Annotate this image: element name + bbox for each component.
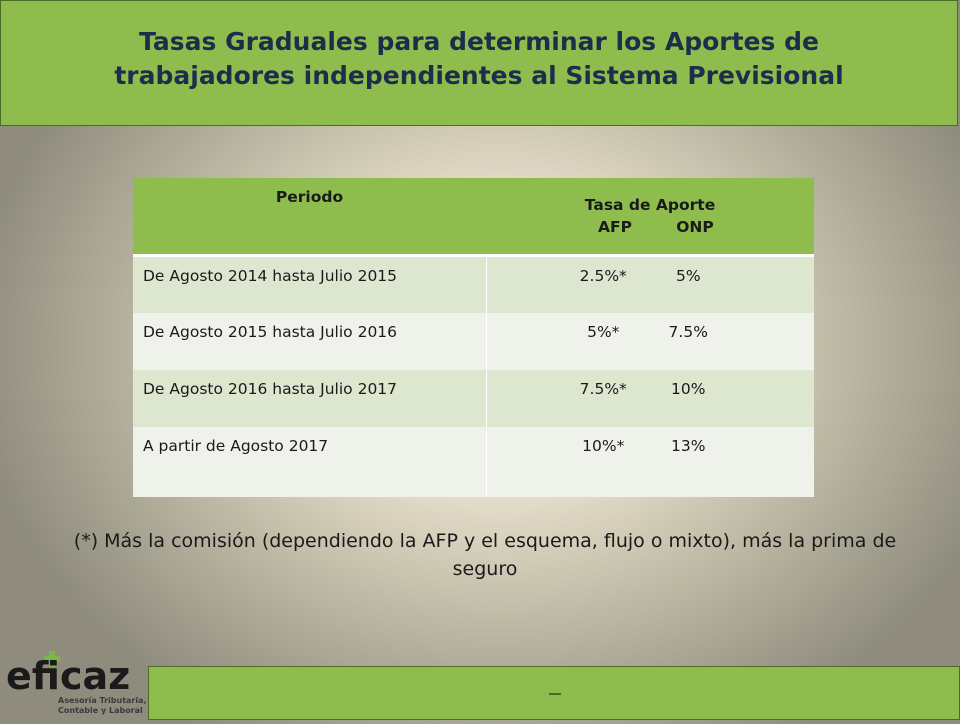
eficaz-logo-graphic: eficaz Asesoría Tributaria, Contable y L…	[6, 651, 147, 715]
logo-tagline-2: Contable y Laboral	[58, 706, 143, 715]
table-row: De Agosto 2016 hasta Julio 2017 7.5%* 10…	[133, 369, 814, 427]
cell-onp: 10%	[671, 379, 706, 398]
table-header: Periodo Tasa de Aporte AFP ONP	[133, 178, 814, 257]
table-row: A partir de Agosto 2017 10%* 13%	[133, 426, 814, 497]
cell-afp: 2.5%*	[579, 267, 627, 285]
cell-periodo: De Agosto 2014 hasta Julio 2015	[133, 255, 487, 313]
page-title: Tasas Graduales para determinar los Apor…	[114, 27, 844, 90]
table-row: De Agosto 2015 hasta Julio 2016 5%* 7.5%	[133, 312, 814, 370]
header-subcolumns: AFP ONP	[486, 216, 814, 238]
cell-rates: 5%* 7.5%	[486, 312, 814, 370]
cell-rates: 7.5%* 10%	[486, 369, 814, 427]
header-periodo: Periodo	[133, 178, 486, 257]
cell-onp: 5%	[675, 267, 701, 285]
title-banner: Tasas Graduales para determinar los Apor…	[0, 0, 958, 126]
cell-periodo: De Agosto 2016 hasta Julio 2017	[133, 369, 487, 427]
footer-bar	[148, 666, 960, 720]
cell-rates: 2.5%* 5%	[486, 255, 814, 313]
cell-rates: 10%* 13%	[486, 426, 814, 497]
table-row: De Agosto 2014 hasta Julio 2015 2.5%* 5%	[133, 255, 814, 313]
cell-onp: 13%	[671, 436, 706, 455]
footer-dash	[549, 693, 561, 695]
eficaz-logo: eficaz Asesoría Tributaria, Contable y L…	[0, 645, 148, 720]
cell-afp: 5%*	[587, 322, 620, 341]
green-cross-icon	[44, 651, 60, 667]
cell-afp: 7.5%*	[579, 379, 627, 398]
cell-periodo: De Agosto 2015 hasta Julio 2016	[133, 312, 487, 370]
cell-periodo: A partir de Agosto 2017	[133, 426, 487, 497]
header-onp: ONP	[676, 218, 714, 236]
cell-afp: 10%*	[582, 436, 625, 455]
rates-table: Periodo Tasa de Aporte AFP ONP De Agosto…	[133, 178, 814, 497]
header-tasa: Tasa de Aporte AFP ONP	[486, 178, 814, 257]
logo-brand: eficaz	[6, 654, 130, 698]
header-tasa-label: Tasa de Aporte	[584, 196, 716, 214]
header-afp: AFP	[598, 218, 632, 236]
logo-tagline-1: Asesoría Tributaria,	[58, 696, 147, 705]
footnote: (*) Más la comisión (dependiendo la AFP …	[73, 530, 897, 580]
cell-onp: 7.5%	[668, 322, 708, 341]
